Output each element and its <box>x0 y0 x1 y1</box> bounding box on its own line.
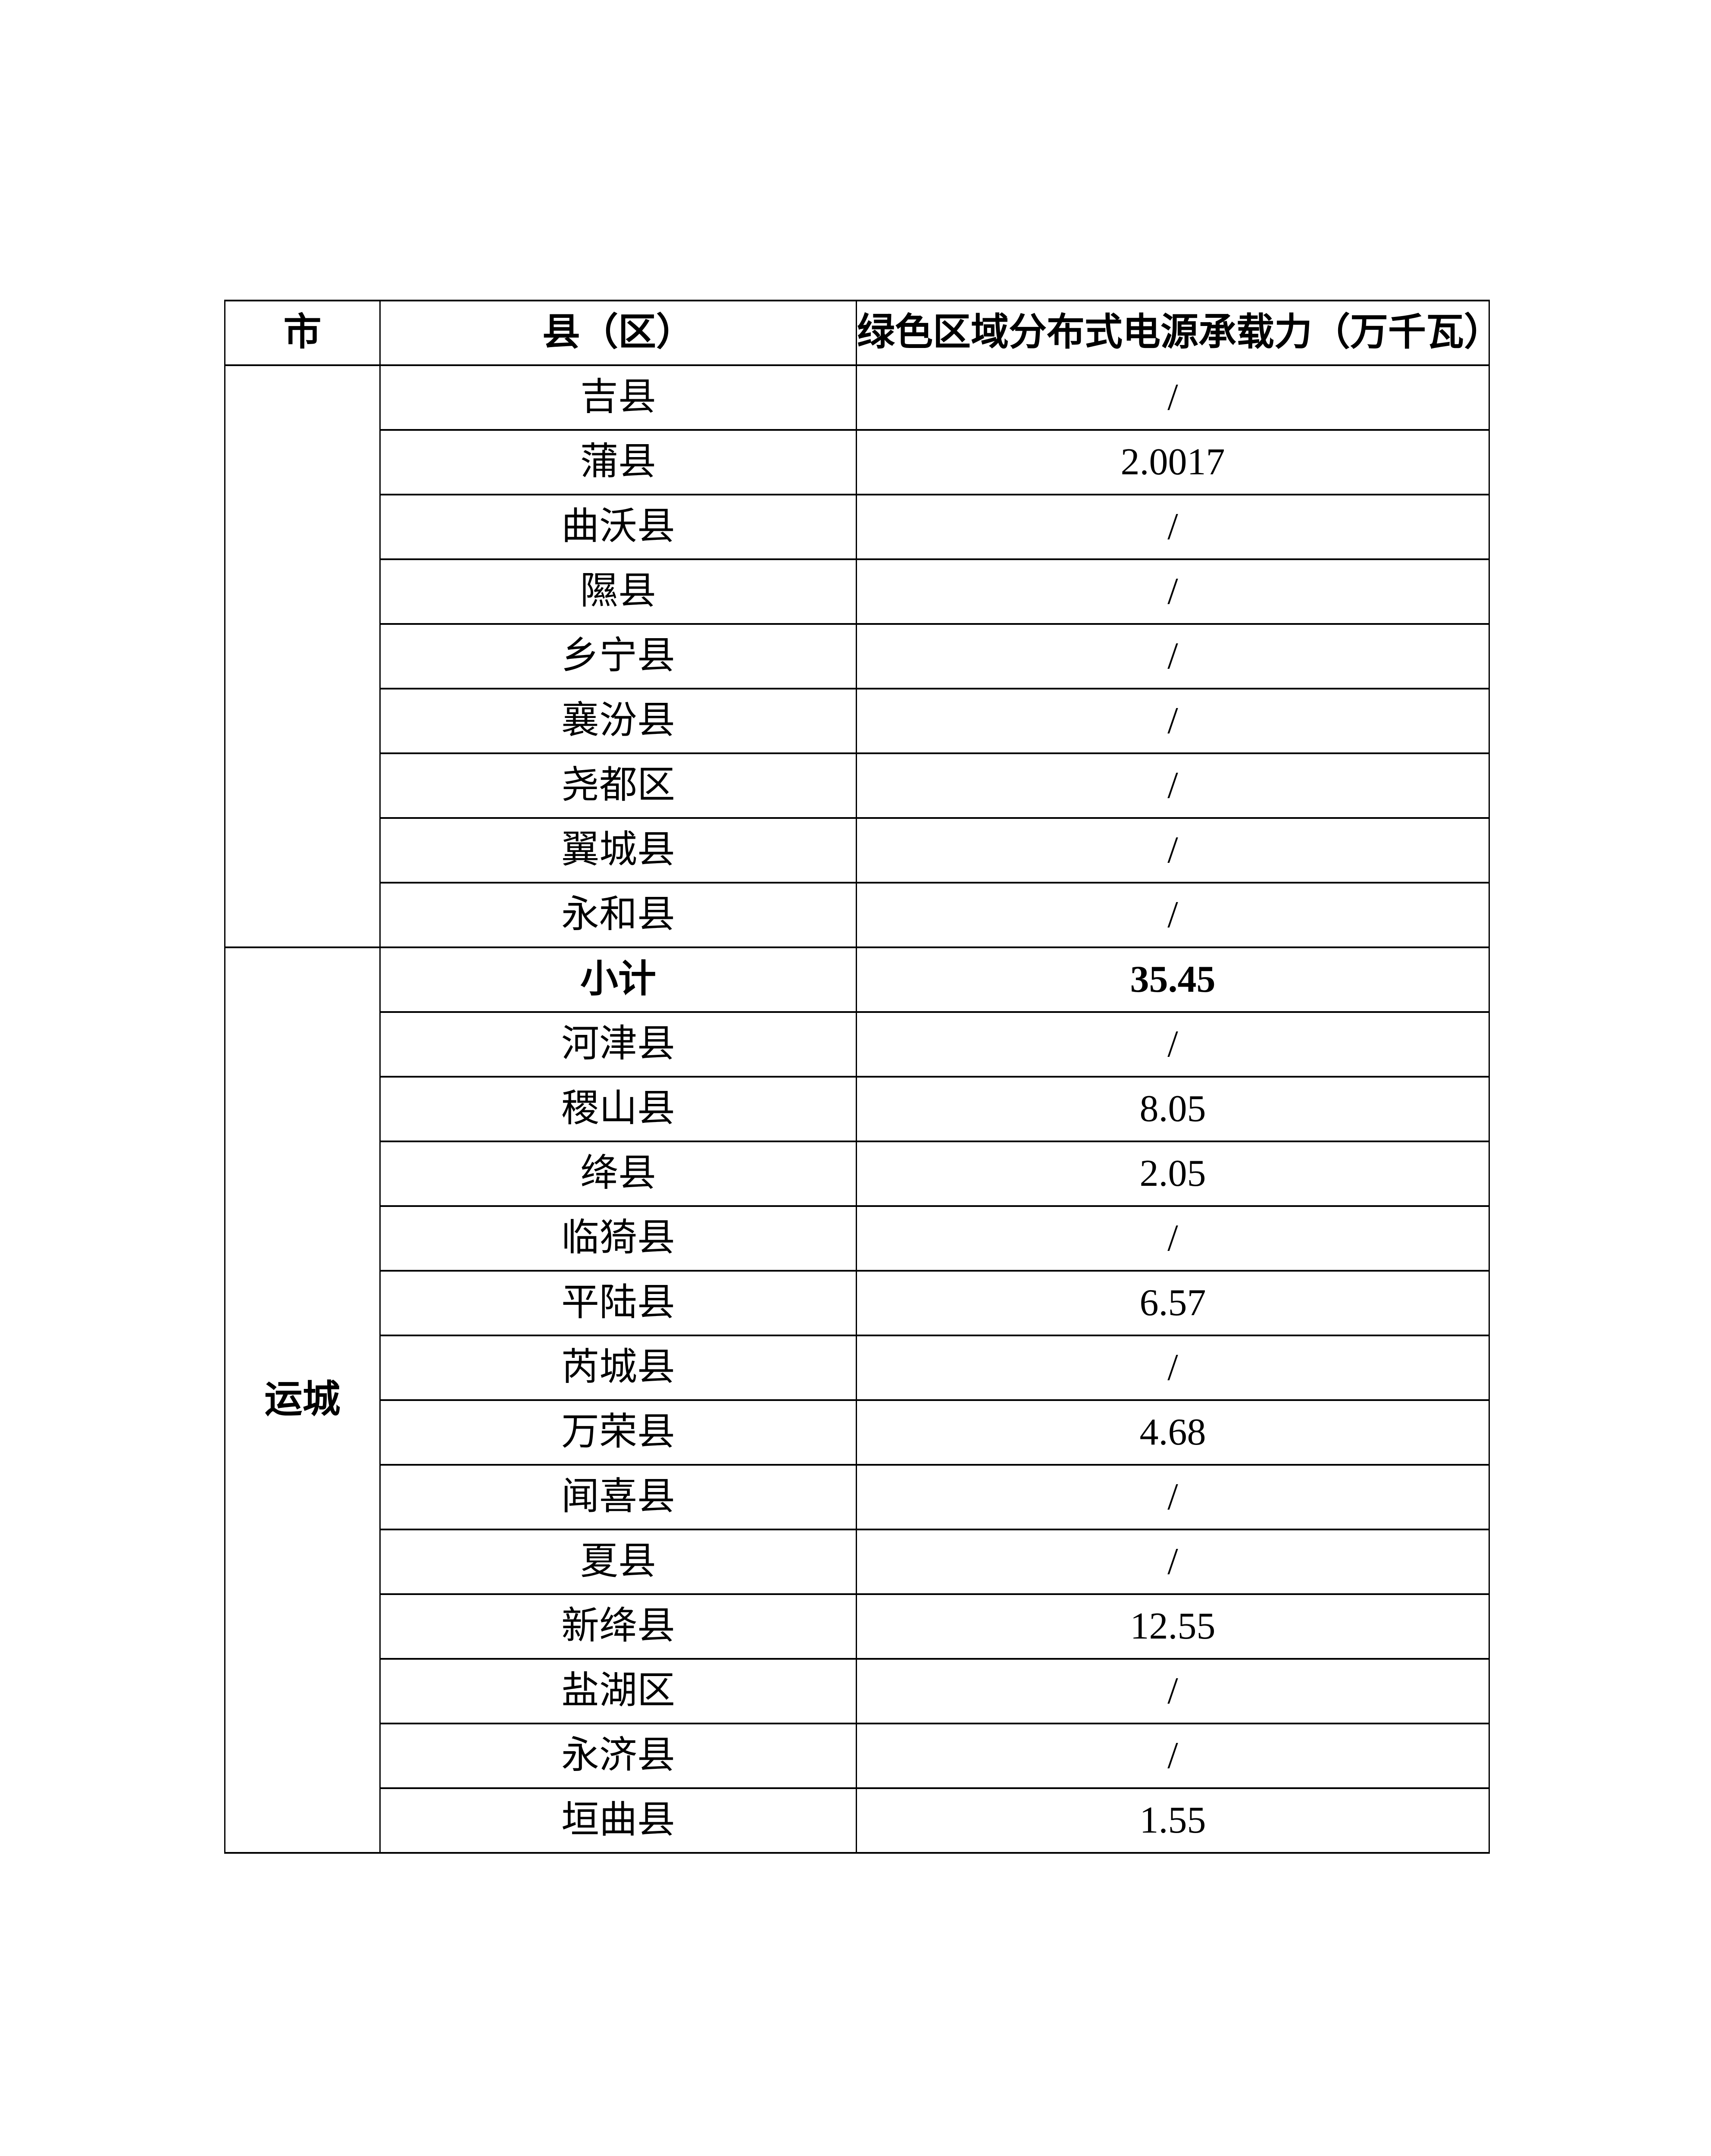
county-cell: 翼城县 <box>379 817 857 884</box>
capacity-value-cell: / <box>856 1011 1490 1078</box>
county-cell: 万荣县 <box>379 1399 857 1466</box>
table-row: 吉县 / <box>224 364 1490 948</box>
county-cell: 平陆县 <box>379 1270 857 1336</box>
table-row: 万荣县 4.68 <box>225 1399 1490 1466</box>
capacity-value-cell: / <box>856 623 1490 689</box>
capacity-value-cell: / <box>856 1723 1490 1789</box>
table-row: 芮城县 / <box>225 1335 1490 1401</box>
table-row: 襄汾县 / <box>225 688 1490 754</box>
city-cell: 运城 <box>224 946 381 1854</box>
county-cell: 乡宁县 <box>379 623 857 689</box>
county-cell: 蒲县 <box>379 429 857 495</box>
table-row: 平陆县 6.57 <box>225 1270 1490 1336</box>
county-cell: 永济县 <box>379 1723 857 1789</box>
county-cell: 稷山县 <box>379 1076 857 1142</box>
capacity-value-cell: / <box>856 1529 1490 1595</box>
county-cell: 临猗县 <box>379 1205 857 1272</box>
header-capacity: 绿色区域分布式电源承载力（万千瓦） <box>856 300 1490 366</box>
capacity-value-cell: / <box>856 558 1490 625</box>
capacity-value-cell: 2.05 <box>856 1141 1490 1207</box>
table-row: 永和县 / <box>225 882 1490 948</box>
capacity-value-cell: 1.55 <box>856 1787 1490 1854</box>
table-row: 隰县 / <box>225 558 1490 625</box>
capacity-value-cell: / <box>856 1335 1490 1401</box>
table-row: 新绛县 12.55 <box>225 1593 1490 1660</box>
table-row: 绛县 2.05 <box>225 1141 1490 1207</box>
capacity-value-cell: / <box>856 1464 1490 1530</box>
county-cell: 盐湖区 <box>379 1658 857 1724</box>
table-row: 闻喜县 / <box>225 1464 1490 1530</box>
county-cell: 小计 <box>379 946 857 1013</box>
county-cell: 吉县 <box>379 364 857 431</box>
subtotal-row: 运城 小计 35.45 <box>224 946 1490 1854</box>
capacity-value-cell: 2.0017 <box>856 429 1490 495</box>
county-cell: 永和县 <box>379 882 857 948</box>
capacity-value-cell: / <box>856 494 1490 560</box>
county-cell: 尧都区 <box>379 752 857 819</box>
capacity-value-cell: / <box>856 752 1490 819</box>
county-cell: 曲沃县 <box>379 494 857 560</box>
capacity-value-cell: 8.05 <box>856 1076 1490 1142</box>
table-row: 蒲县 2.0017 <box>225 429 1490 495</box>
city-cell <box>224 364 381 948</box>
table-row: 盐湖区 / <box>225 1658 1490 1724</box>
capacity-value-cell: / <box>856 364 1490 431</box>
table-row: 垣曲县 1.55 <box>225 1787 1490 1854</box>
capacity-value-cell: / <box>856 1205 1490 1272</box>
table-row: 曲沃县 / <box>225 494 1490 560</box>
table-row: 稷山县 8.05 <box>225 1076 1490 1142</box>
table-row: 河津县 / <box>225 1011 1490 1078</box>
county-cell: 新绛县 <box>379 1593 857 1660</box>
capacity-table: 市 县（区） 绿色区域分布式电源承载力（万千瓦） 吉县 / 蒲县 2.0017 曲沃县 /… <box>224 300 1490 1854</box>
header-city: 市 <box>224 300 381 366</box>
table-row: 乡宁县 / <box>225 623 1490 689</box>
county-cell: 隰县 <box>379 558 857 625</box>
county-cell: 闻喜县 <box>379 1464 857 1530</box>
capacity-value-cell: / <box>856 688 1490 754</box>
table-row: 临猗县 / <box>225 1205 1490 1272</box>
county-cell: 河津县 <box>379 1011 857 1078</box>
county-cell: 垣曲县 <box>379 1787 857 1854</box>
capacity-value-cell: 35.45 <box>856 946 1490 1013</box>
table-row: 翼城县 / <box>225 817 1490 884</box>
county-cell: 襄汾县 <box>379 688 857 754</box>
capacity-value-cell: / <box>856 882 1490 948</box>
county-cell: 绛县 <box>379 1141 857 1207</box>
table-row: 尧都区 / <box>225 752 1490 819</box>
capacity-value-cell: 12.55 <box>856 1593 1490 1660</box>
table-row: 夏县 / <box>225 1529 1490 1595</box>
capacity-value-cell: / <box>856 1658 1490 1724</box>
capacity-value-cell: 6.57 <box>856 1270 1490 1336</box>
county-cell: 芮城县 <box>379 1335 857 1401</box>
header-row: 市 县（区） 绿色区域分布式电源承载力（万千瓦） <box>224 300 1490 366</box>
capacity-value-cell: 4.68 <box>856 1399 1490 1466</box>
header-county: 县（区） <box>379 300 857 366</box>
capacity-value-cell: / <box>856 817 1490 884</box>
county-cell: 夏县 <box>379 1529 857 1595</box>
table-row: 永济县 / <box>225 1723 1490 1789</box>
